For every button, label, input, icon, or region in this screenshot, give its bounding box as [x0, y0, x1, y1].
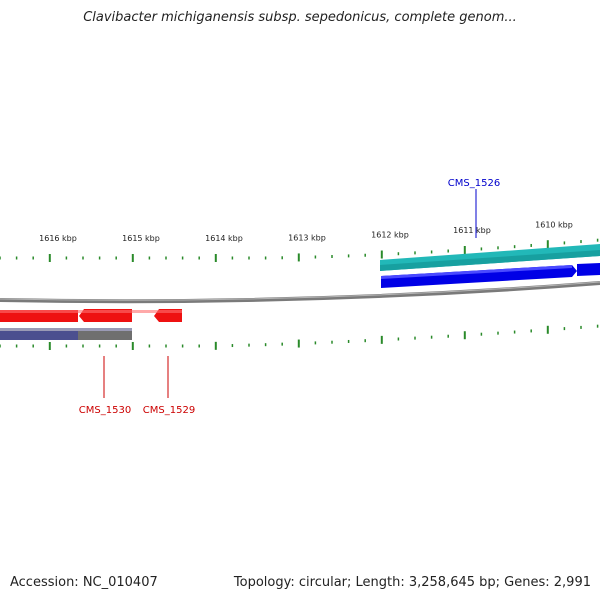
scale-label: 1612 kbp [371, 231, 409, 240]
map-title: Clavibacter michiganensis subsp. sepedon… [83, 10, 517, 25]
forward-cds-arrow-highlight [381, 265, 572, 279]
gene-label-cms-1526[interactable]: CMS_1526 [448, 178, 500, 189]
reverse-gene-strip-highlight [0, 328, 132, 331]
backbone-arc [0, 281, 600, 304]
backbone-arc-highlight [0, 281, 600, 301]
scale-ticks [0, 238, 599, 350]
forward-cds-arrow[interactable] [577, 263, 600, 276]
scale-label: 1610 kbp [535, 220, 573, 229]
scale-label: 1613 kbp [288, 233, 326, 242]
scale-label: 1614 kbp [205, 234, 243, 243]
gene-label-cms-1529[interactable]: CMS_1529 [143, 405, 195, 416]
scale-label: 1616 kbp [39, 234, 77, 243]
gene-label-cms-1530[interactable]: CMS_1530 [79, 405, 131, 416]
genome-summary-text: Topology: circular; Length: 3,258,645 bp… [233, 575, 591, 590]
scale-labels: 1616 kbp 1615 kbp 1614 kbp 1613 kbp 1612 kbp… [39, 220, 573, 243]
reverse-cds-highlight [0, 310, 182, 313]
scale-label: 1611 kbp [453, 226, 491, 235]
forward-cds-arrow[interactable] [381, 265, 577, 288]
accession-text: Accession: NC_010407 [10, 575, 158, 590]
scale-label: 1615 kbp [122, 234, 160, 243]
forward-gene-bar-shade [380, 250, 600, 271]
